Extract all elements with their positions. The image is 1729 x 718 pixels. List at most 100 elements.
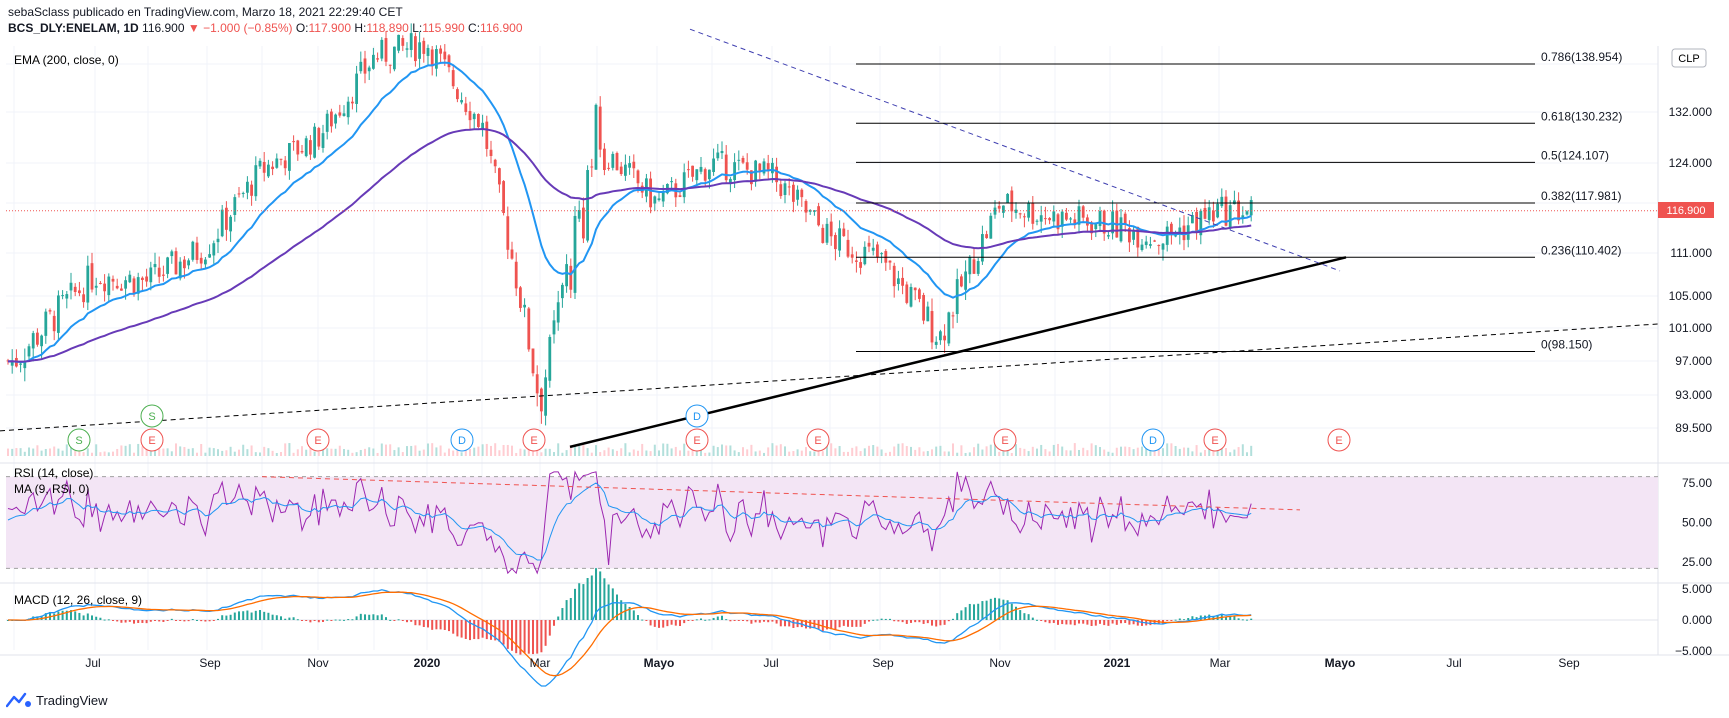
candle-body [569,265,573,290]
macd-histogram-bar [700,618,702,620]
candle-body [1128,228,1131,243]
macd-histogram-bar [884,618,887,620]
volume-bar [926,451,929,456]
candle-body [233,197,237,215]
macd-histogram-bar [914,620,917,623]
candle-body [477,113,480,127]
volume-bar [557,443,560,456]
volume-bar [1250,445,1253,456]
volume-bar [704,452,707,456]
candle-body [514,261,518,289]
time-tick-label: 2021 [1104,656,1131,670]
candle-body [670,181,673,183]
last-price-value: 116.900 [1667,205,1706,217]
macd-histogram-bar [1124,620,1127,623]
candle-body [94,285,98,288]
volume-bar [422,449,425,456]
macd-histogram-bar [78,612,81,620]
macd-histogram-bar [1195,617,1198,620]
volume-bar [670,448,673,456]
candle-body [414,36,417,62]
candle-body [968,256,972,275]
candle-body [48,310,52,312]
volume-bar [750,444,753,456]
candle-body [275,158,279,168]
macd-histogram-bar [1044,620,1047,623]
macd-histogram-bar [65,610,68,620]
candle-body [359,61,363,72]
volume-bar [1057,443,1059,456]
candle-body [653,196,657,204]
macd-histogram-bar [347,619,350,621]
volume-bar [1103,449,1106,456]
volume-bar [544,448,547,456]
time-tick-label: Jul [763,656,778,670]
macd-histogram-bar [628,606,631,620]
volume-bar [1141,446,1143,456]
candle-body [708,169,711,180]
macd-histogram-bar [443,620,446,630]
currency-badge[interactable]: CLP [1671,48,1707,68]
volume-bar [141,446,144,456]
rsi-ma-label: MA (9, RSI, 0) [14,482,89,496]
candle-body [1237,200,1240,221]
macd-histogram-bar [393,620,396,621]
candle-body [1044,218,1047,220]
macd-histogram-bar [1225,616,1227,620]
macd-histogram-bar [187,620,190,622]
candle-body [1048,218,1051,221]
price-chart[interactable]: 0.786(138.954) 0.618(130.232) 0.5(124.107)… [0,0,1729,690]
volume-bar [15,448,18,456]
candle-body [632,161,636,169]
macd-histogram-bar [1178,618,1181,620]
macd-histogram-bar [1111,620,1114,624]
candle-body [1161,243,1165,250]
macd-histogram-bar [952,618,954,620]
macd-histogram-bar [687,620,690,621]
macd-histogram-bar [926,620,929,624]
macd-histogram-bar [653,620,656,627]
macd-histogram-bar [469,620,471,641]
descending-resistance-line [689,28,1341,272]
candle-body [1149,244,1152,246]
volume-bar [481,444,484,456]
ema-short-line [7,61,1252,364]
time-tick-label: Jul [85,656,100,670]
candle-body [439,48,442,54]
volume-bar [212,448,215,456]
volume-bar [355,452,358,456]
volume-bar [687,450,690,456]
candle-body [346,101,350,118]
candle-body [682,172,686,198]
candle-body [766,163,770,171]
volume-bar [359,449,362,456]
volume-bar [267,448,270,456]
macd-histogram-bar [712,617,715,620]
macd-histogram-bar [229,614,232,620]
candle-body [1065,212,1068,220]
candle-body [691,165,694,177]
macd-histogram-bar [212,620,215,621]
volume-bar [922,451,925,456]
macd-histogram-bar [532,620,534,655]
candle-body [1249,200,1253,216]
price-tick-label: 93.000 [1675,388,1712,402]
candle-body [40,335,43,347]
volume-bar [1111,452,1114,456]
volume-bar [1208,445,1211,456]
axes: 89.500 93.000 97.000 101.000 105.000 111.000 1… [85,105,1712,670]
macd-histogram-bar [1036,619,1038,621]
volume-bar [296,449,299,456]
macd-histogram-bar [523,620,526,653]
volume-bar [40,450,43,456]
volume-bar [469,448,471,456]
macd-histogram-bar [435,620,438,630]
volume-bar [1069,450,1072,456]
volume-bar [1019,447,1022,456]
candle-body [1153,240,1156,242]
macd-histogram-bar [670,620,673,625]
macd-histogram-bar [830,620,833,630]
macd-histogram-bar [632,610,635,620]
volume-bar [1090,443,1093,456]
macd-histogram-bar [380,614,383,620]
